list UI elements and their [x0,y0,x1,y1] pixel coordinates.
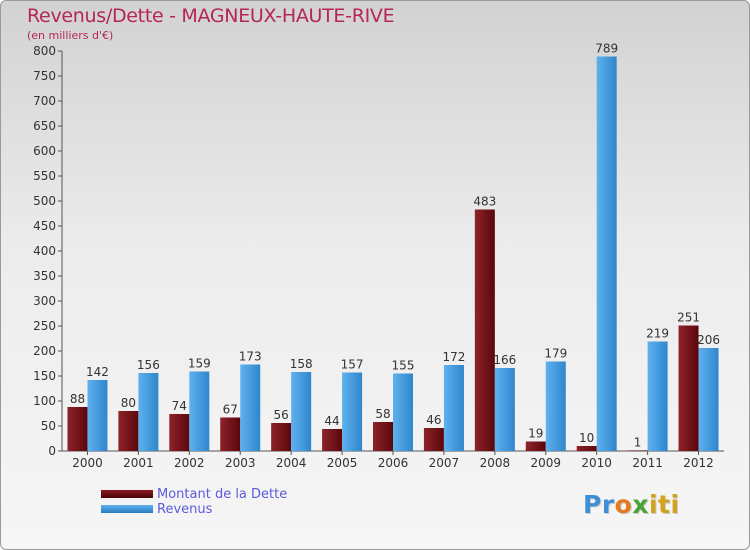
bar-revenus [138,373,159,451]
x-tick-label: 2002 [174,456,205,470]
y-tick-label: 100 [33,394,56,408]
x-tick-label: 2005 [327,456,358,470]
x-tick-label: 2006 [378,456,409,470]
y-tick-label: 650 [33,119,56,133]
bar-revenus [545,361,566,451]
data-label-revenus: 166 [493,353,516,367]
bar-revenus [698,348,719,451]
data-label-dette: 58 [375,407,390,421]
bar-dette [474,209,495,451]
bar-dette [322,429,343,451]
bar-revenus [189,371,210,451]
data-label-revenus: 173 [239,350,262,364]
y-tick-label: 450 [33,219,56,233]
data-label-dette: 56 [274,408,289,422]
y-tick-label: 550 [33,169,56,183]
y-tick-label: 700 [33,94,56,108]
bar-dette [423,428,444,451]
proxiti-logo: Proxiti [583,490,680,519]
bar-dette [118,411,139,451]
bar-revenus [596,56,617,451]
data-label-dette: 88 [70,392,85,406]
y-tick-label: 600 [33,144,56,158]
legend-label-dette: Montant de la Dette [157,487,288,502]
bar-revenus [342,372,363,451]
x-tick-label: 2007 [429,456,460,470]
data-label-revenus: 142 [86,365,109,379]
bar-revenus [443,365,464,451]
data-label-dette: 80 [121,396,136,410]
x-tick-label: 2004 [276,456,307,470]
bar-revenus [393,373,413,451]
x-tick-label: 2000 [72,456,103,470]
data-label-dette: 67 [223,403,238,417]
bar-revenus [240,364,261,451]
bar-dette [67,407,88,451]
x-tick-label: 2009 [530,456,561,470]
data-label-dette: 10 [579,431,594,445]
y-tick-label: 0 [48,444,56,458]
data-label-dette: 44 [324,414,339,428]
legend-swatch-dette [101,490,153,498]
x-tick-label: 2012 [683,456,714,470]
data-label-revenus: 219 [646,327,669,341]
x-tick-label: 2003 [225,456,256,470]
bar-dette [678,325,699,451]
data-label-revenus: 172 [442,350,465,364]
bar-revenus [291,372,312,451]
y-tick-label: 400 [33,244,56,258]
data-label-dette: 483 [473,195,496,209]
bar-dette [220,417,241,451]
data-label-revenus: 155 [392,359,415,373]
legend-label-revenus: Revenus [157,502,213,517]
bar-dette [627,450,648,451]
bar-dette [576,446,597,451]
x-tick-label: 2011 [632,456,663,470]
data-label-revenus: 156 [137,358,160,372]
data-label-dette: 74 [172,399,187,413]
bar-revenus [87,380,108,451]
x-tick-label: 2008 [480,456,511,470]
legend-swatch-revenus [101,505,153,513]
data-label-revenus: 158 [290,357,313,371]
chart-unit-subtitle: (en milliers d'€) [27,29,114,42]
bar-dette [271,423,292,451]
x-tick-label: 2001 [123,456,154,470]
y-tick-label: 750 [33,69,56,83]
y-tick-label: 200 [33,344,56,358]
data-label-revenus: 157 [341,358,364,372]
y-tick-label: 150 [33,369,56,383]
bar-dette [373,422,393,451]
bar-revenus [647,341,668,451]
data-label-dette: 46 [426,413,441,427]
y-tick-label: 800 [33,44,56,58]
data-label-revenus: 789 [595,42,618,56]
y-tick-label: 350 [33,269,56,283]
y-tick-label: 500 [33,194,56,208]
y-tick-label: 50 [41,419,56,433]
data-label-revenus: 179 [544,347,567,361]
x-tick-label: 2010 [581,456,612,470]
data-label-revenus: 159 [188,357,211,371]
y-tick-label: 300 [33,294,56,308]
data-label-dette: 19 [528,427,543,441]
data-label-revenus: 206 [697,333,720,347]
y-tick-label: 250 [33,319,56,333]
data-label-dette: 1 [634,436,642,450]
bar-dette [525,441,546,451]
bar-dette [169,414,190,451]
bar-revenus [494,368,515,451]
chart-title: Revenus/Dette - MAGNEUX-HAUTE-RIVE [27,5,395,27]
data-label-dette: 251 [677,311,700,325]
